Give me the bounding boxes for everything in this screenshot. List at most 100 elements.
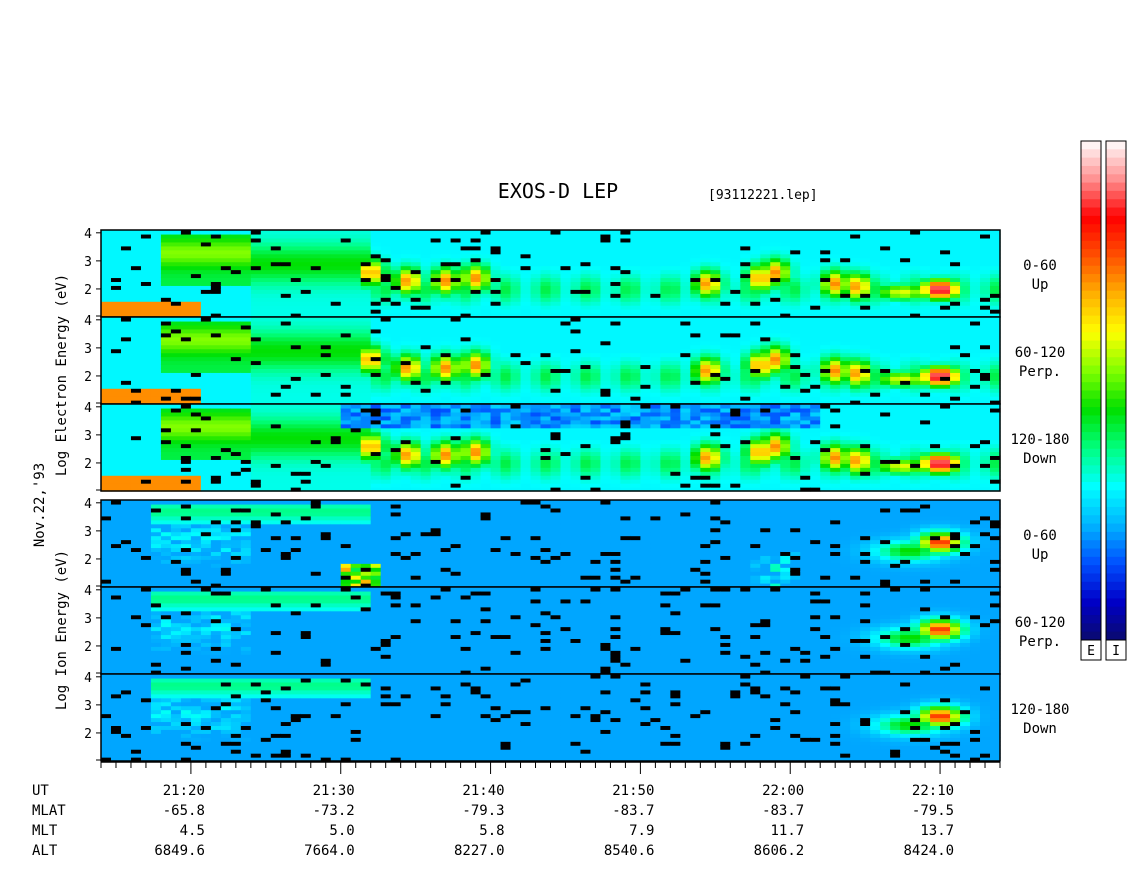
heatmap-cell	[330, 301, 342, 306]
heatmap-cell	[430, 230, 442, 235]
heatmap-cell	[410, 336, 422, 342]
heatmap-cell	[830, 392, 841, 397]
heatmap-cell	[110, 419, 122, 425]
heatmap-cell	[580, 285, 592, 290]
heatmap-cell	[550, 423, 562, 429]
heatmap-cell	[760, 257, 771, 263]
heatmap-cell	[160, 320, 172, 326]
heatmap-cell	[690, 320, 701, 326]
heatmap-cell	[570, 261, 582, 267]
heatmap-cell	[240, 392, 252, 397]
heatmap-cell	[810, 364, 821, 369]
heatmap-cell	[170, 415, 182, 421]
heatmap-cell	[200, 257, 212, 263]
heatmap-cell	[590, 237, 602, 243]
heatmap-cell	[510, 261, 522, 267]
heatmap-cell	[340, 245, 352, 251]
heatmap-cell	[190, 269, 202, 275]
heatmap-cell	[550, 277, 562, 282]
heatmap-cell	[110, 356, 122, 362]
heatmap-cell	[920, 305, 931, 310]
heatmap-cell	[750, 360, 761, 366]
heatmap-cell	[240, 253, 252, 259]
heatmap-cell	[720, 273, 731, 279]
heatmap-cell	[530, 293, 542, 298]
heatmap-cell	[240, 360, 252, 366]
heatmap-cell	[810, 344, 821, 350]
heatmap-cell	[340, 317, 352, 322]
heatmap-cell	[970, 249, 981, 255]
heatmap-cell	[330, 459, 342, 464]
heatmap-cell	[460, 273, 472, 279]
heatmap-cell	[220, 324, 232, 330]
heatmap-cell	[140, 479, 152, 484]
heatmap-cell	[620, 360, 632, 366]
heatmap-cell	[330, 277, 342, 282]
heatmap-cell	[330, 451, 342, 456]
heatmap-cell	[280, 400, 292, 405]
heatmap-cell	[200, 277, 212, 282]
heatmap-cell	[780, 320, 791, 326]
heatmap-cell	[980, 344, 991, 350]
heatmap-cell	[260, 356, 272, 362]
heatmap-cell	[650, 388, 661, 393]
heatmap-cell	[990, 289, 1001, 294]
heatmap-cell	[180, 380, 192, 385]
heatmap-cell	[500, 352, 512, 358]
heatmap-cell	[450, 277, 462, 282]
heatmap-cell	[970, 265, 981, 271]
heatmap-cell	[140, 257, 152, 263]
heatmap-cell	[460, 475, 472, 480]
heatmap-cell	[360, 384, 372, 389]
heatmap-cell	[500, 372, 512, 377]
heatmap-cell	[390, 253, 402, 259]
heatmap-cell	[840, 372, 851, 377]
heatmap-cell	[410, 455, 422, 460]
heatmap-cell	[230, 404, 242, 409]
heatmap-cell	[220, 475, 232, 480]
heatmap-cell	[110, 320, 122, 326]
heatmap-cell	[370, 265, 382, 271]
heatmap-cell	[600, 384, 612, 389]
heatmap-cell	[480, 443, 492, 449]
heatmap-cell	[230, 352, 242, 358]
heatmap-cell	[320, 455, 332, 460]
heatmap-cell	[810, 301, 821, 306]
heatmap-cell	[530, 368, 542, 373]
heatmap-cell	[260, 336, 272, 342]
heatmap-cell	[930, 249, 941, 255]
heatmap-cell	[700, 301, 711, 306]
heatmap-cell	[430, 415, 442, 421]
heatmap-cell	[870, 297, 881, 302]
heatmap-cell	[200, 411, 212, 417]
heatmap-cell	[440, 328, 452, 334]
heatmap-cell	[410, 483, 422, 488]
heatmap-cell	[220, 392, 232, 397]
heatmap-cell	[560, 400, 572, 405]
heatmap-cell	[970, 388, 981, 393]
heatmap-cell	[530, 273, 542, 279]
heatmap-cell	[780, 261, 791, 267]
heatmap-cell	[980, 265, 991, 271]
heatmap-cell	[400, 261, 412, 267]
heatmap-cell	[340, 293, 352, 298]
heatmap-cell	[780, 336, 791, 342]
heatmap-cell	[560, 261, 572, 267]
heatmap-cell	[180, 230, 192, 235]
heatmap-cell	[480, 293, 492, 298]
heatmap-cell	[110, 396, 122, 401]
heatmap-cell	[330, 245, 342, 251]
heatmap-cell	[410, 467, 422, 472]
heatmap-cell	[180, 384, 192, 389]
heatmap-cell	[510, 297, 522, 302]
heatmap-cell	[850, 392, 861, 397]
heatmap-cell	[230, 277, 242, 282]
heatmap-cell	[130, 297, 142, 302]
heatmap-cell	[270, 230, 282, 235]
heatmap-cell	[920, 313, 931, 318]
heatmap-cell	[300, 423, 312, 429]
heatmap-cell	[380, 313, 392, 318]
heatmap-cell	[730, 340, 741, 346]
heatmap-cell	[460, 324, 472, 330]
heatmap-cell	[630, 388, 641, 393]
